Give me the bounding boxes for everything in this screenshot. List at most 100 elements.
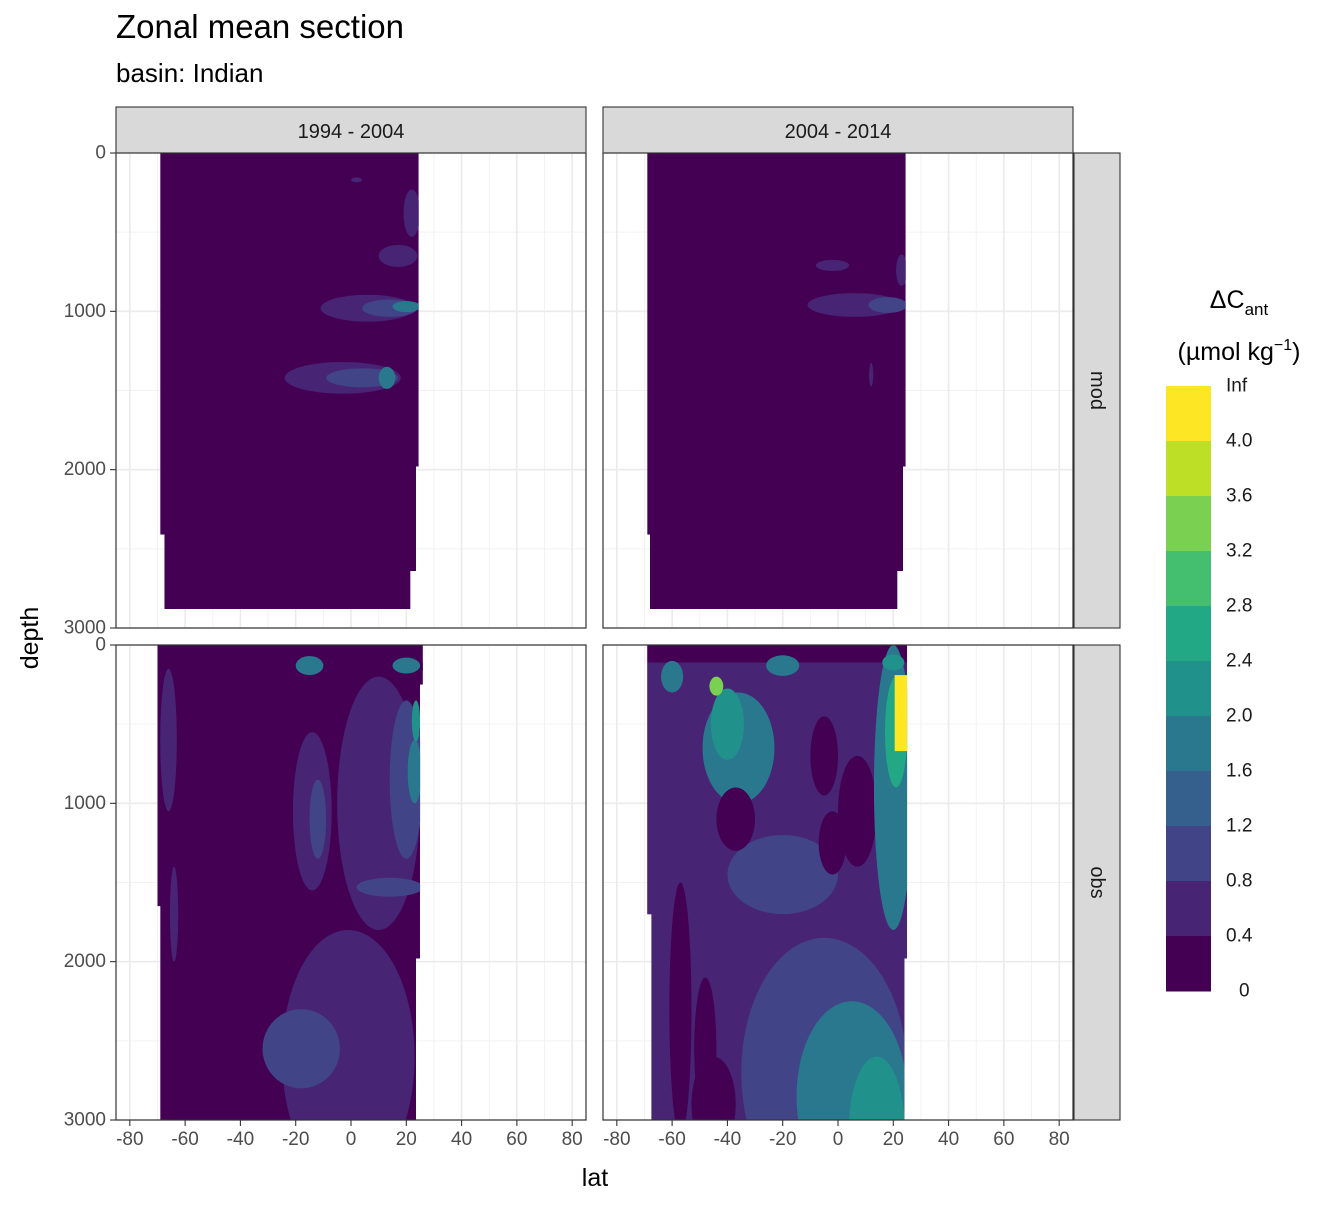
legend-key [1166,881,1211,937]
x-tick-label: -80 [116,1129,143,1150]
x-tick-label: 40 [451,1129,472,1150]
legend-key [1166,716,1211,772]
legend-key [1166,386,1211,442]
facet-strip-col [602,106,1074,154]
contour-region [838,755,877,867]
contour-region [669,882,692,1120]
y-tick-label: 0 [95,635,106,656]
x-tick-label: 60 [506,1129,527,1150]
x-tick-label: 20 [396,1129,417,1150]
legend-unit-suffix: ) [1292,338,1300,366]
contour-region [882,654,905,671]
legend-label: 4.0 [1226,431,1252,452]
contour-region [868,297,906,313]
y-tick-label: 1000 [64,301,106,322]
legend-label: 2.0 [1226,706,1252,727]
panel-obs-3: -80 -60 -40 -20 0 20 40 60 80 [602,644,1074,1150]
legend-label: 0.8 [1226,871,1252,892]
y-tick-label: 2000 [64,951,106,972]
x-tick-label: 80 [562,1129,583,1150]
legend-key [1166,606,1211,662]
legend-key [1166,496,1211,552]
legend-label: 1.2 [1226,816,1252,837]
y-tick-label: 3000 [64,618,106,639]
y-tick-label: 1000 [64,793,106,814]
panel-border [115,152,587,629]
contour-region [169,866,179,962]
chart-title: Zonal mean section [116,8,404,45]
contour-region [818,811,847,875]
x-tick-label: 40 [938,1129,959,1150]
chart-subtitle: basin: Indian [116,58,264,88]
legend-title-subscript: ant [1245,300,1269,319]
panel-obs-2: 0 1000 2000 3000 -80 -60 -40 -20 0 20 40 60 80 [64,635,587,1150]
contour-region [710,688,744,760]
contour-region [810,716,838,796]
contour-region [879,1096,908,1120]
facet-strip-row [1073,152,1121,629]
panel-mod-0: 0 1000 2000 3000 [64,143,587,639]
legend-label: 3.2 [1226,541,1252,562]
facet-strip-col-label: 1994 - 2004 [298,121,405,143]
legend-label: 0 [1239,981,1250,1002]
contour-region [896,254,906,286]
contour-region [661,660,684,693]
legend-key [1166,771,1211,827]
contour-region [766,655,800,676]
contour-region [709,676,724,696]
contour-field [160,153,419,609]
x-tick-label: -60 [171,1129,198,1150]
y-tick-label: 0 [95,143,106,164]
legend-key [1166,936,1211,992]
contour-region [392,657,421,674]
facet-strip-row [1073,644,1121,1121]
legend-key [1166,551,1211,607]
contour-field [157,645,423,1120]
contour-region [647,645,908,663]
contour-field [647,645,908,1120]
x-tick-label: -20 [769,1129,796,1150]
contour-region [378,366,396,389]
legend-label: 3.6 [1226,486,1252,507]
x-tick-label: -60 [658,1129,685,1150]
x-tick-label: 60 [993,1129,1014,1150]
x-tick-label: -40 [714,1129,741,1150]
contour-region [815,259,850,271]
contour-region [411,700,421,742]
legend-label: 2.4 [1226,651,1253,672]
x-axis-title: lat [582,1164,608,1192]
y-tick-label: 2000 [64,459,106,480]
contour-region [160,668,177,812]
x-tick-label: -40 [227,1129,254,1150]
contour-region [309,779,327,859]
x-tick-label: 80 [1049,1129,1070,1150]
facet-strip-row-label: mod [1086,371,1108,410]
contour-region [727,835,838,915]
x-tick-label: 0 [346,1129,357,1150]
contour-region [262,1009,340,1089]
contour-region [894,675,908,752]
contour-region [849,1056,905,1120]
x-tick-label: -20 [282,1129,309,1150]
legend-title: ΔCant [1210,286,1269,319]
x-tick-label: -80 [603,1129,630,1150]
panel-mod-1 [602,152,1074,629]
contour-region [403,189,419,237]
contour-region [356,877,423,897]
contour-region [378,244,418,267]
contour-region [392,301,419,313]
contour-base-region [647,153,906,609]
x-tick-label: 20 [883,1129,904,1150]
legend-label: 1.6 [1226,761,1252,782]
legend-key [1166,661,1211,717]
legend-label: 0.4 [1226,926,1253,947]
legend-unit-superscript: −1 [1274,337,1292,354]
contour-region [351,177,363,183]
contour-region [407,740,422,804]
panel-border [602,152,1074,629]
contour-region [295,656,324,676]
legend-label: 2.8 [1226,596,1252,617]
legend-unit: (µmol kg−1) [1178,337,1301,366]
facet-strip-row-label: obs [1086,866,1108,898]
